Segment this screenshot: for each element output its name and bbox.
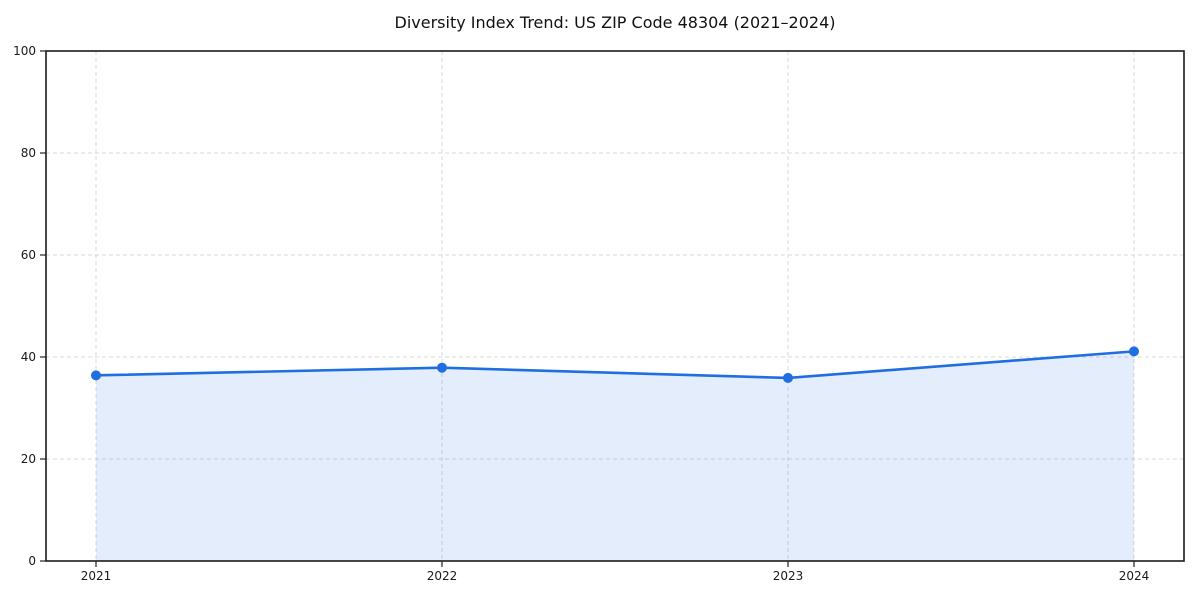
area-fill <box>96 351 1134 561</box>
y-axis-tick-label: 80 <box>21 146 36 160</box>
trend-line <box>94 350 1136 380</box>
x-axis-tick-label: 2024 <box>1119 569 1150 583</box>
data-point <box>437 362 447 373</box>
y-axis-tick-label: 60 <box>21 248 36 262</box>
data-point <box>1129 346 1139 357</box>
chart-title: Diversity Index Trend: US ZIP Code 48304… <box>394 13 836 32</box>
x-axis-tick-label: 2021 <box>81 569 112 583</box>
x-axis-tick-label: 2023 <box>773 569 804 583</box>
data-point <box>91 370 101 381</box>
y-axis-tick-label: 40 <box>21 350 36 364</box>
data-point <box>783 372 793 383</box>
y-axis-tick-label: 20 <box>21 452 36 466</box>
axes-spines <box>45 50 1185 562</box>
y-axis-tick-label: 100 <box>13 44 36 58</box>
y-axis-tick-label: 0 <box>28 554 36 568</box>
x-axis-tick-label: 2022 <box>427 569 458 583</box>
